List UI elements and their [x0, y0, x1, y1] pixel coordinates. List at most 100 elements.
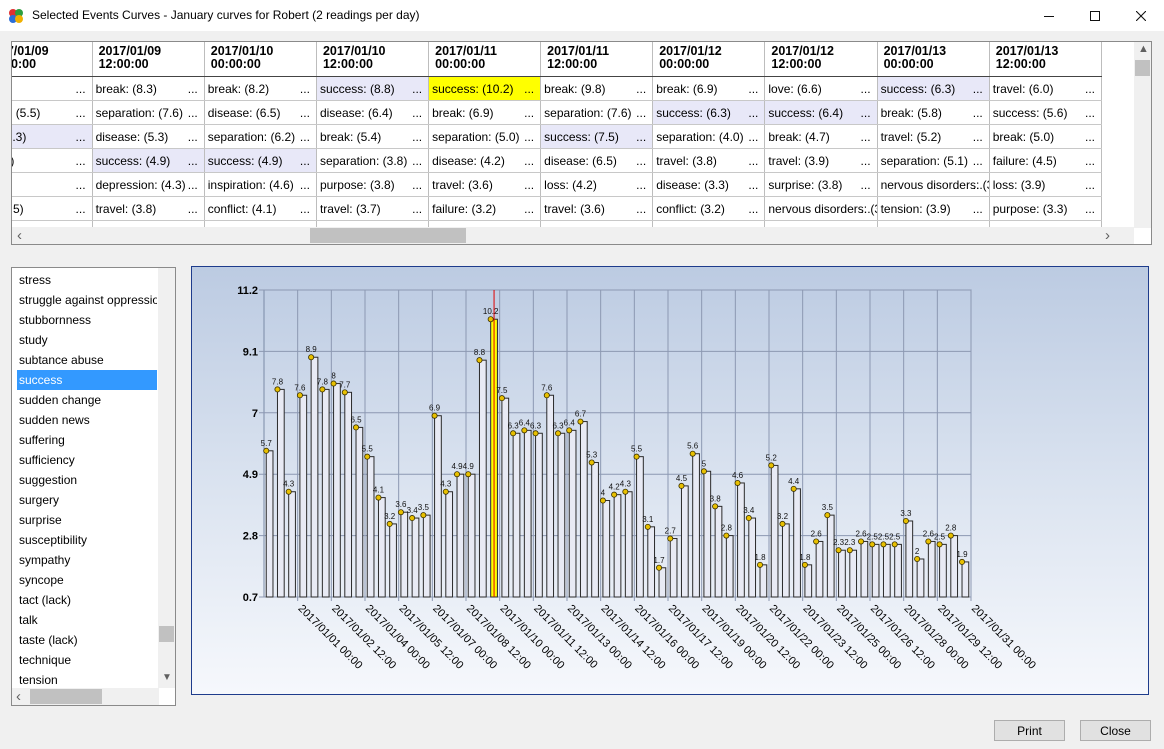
grid-cell[interactable]: separation: (4.0)... — [652, 124, 766, 149]
scroll-left-icon[interactable]: ‹ — [17, 227, 22, 244]
grid-cell[interactable]: break: (5.8)... — [877, 100, 990, 125]
list-horizontal-scrollbar[interactable]: ‹ — [12, 688, 159, 705]
grid-cell[interactable]: travel: (3.8)... — [92, 196, 205, 221]
cell-more-button[interactable]: ... — [412, 177, 423, 192]
cell-more-button[interactable]: ... — [299, 81, 310, 96]
cell-more-button[interactable]: ... — [412, 105, 423, 120]
cell-more-button[interactable]: ... — [972, 129, 983, 144]
cell-more-button[interactable]: ... — [524, 81, 535, 96]
cell-more-button[interactable]: ... — [1084, 201, 1095, 216]
grid-cell[interactable]: success: (6.4)... — [764, 100, 878, 125]
grid-horizontal-thumb[interactable] — [310, 228, 466, 243]
cell-more-button[interactable]: ... — [187, 81, 198, 96]
scroll-up-icon[interactable]: ▲ — [1138, 43, 1149, 55]
grid-cell[interactable]: tension: (3.9)... — [877, 196, 990, 221]
cell-more-button[interactable]: ... — [748, 105, 759, 120]
cell-more-button[interactable]: ... — [748, 81, 759, 96]
grid-cell[interactable] — [12, 220, 93, 228]
cell-more-button[interactable]: ... — [636, 177, 647, 192]
grid-cell[interactable]: break: (4.7)... — [764, 124, 878, 149]
grid-cell[interactable]: break: (5.4)... — [316, 124, 430, 149]
list-item[interactable]: talk — [19, 613, 38, 627]
cell-more-button[interactable]: ... — [299, 129, 310, 144]
close-window-button[interactable] — [1118, 0, 1164, 31]
list-horizontal-thumb[interactable] — [30, 689, 102, 704]
grid-cell[interactable] — [316, 220, 430, 228]
list-item[interactable]: syncope — [19, 573, 64, 587]
grid-cell[interactable]: conflict: (4.1)... — [204, 196, 317, 221]
cell-more-button[interactable]: ... — [972, 105, 983, 120]
cell-more-button[interactable]: ... — [299, 177, 310, 192]
cell-more-button[interactable]: ... — [75, 177, 86, 192]
cell-more-button[interactable]: ... — [860, 129, 871, 144]
cell-more-button[interactable]: ... — [748, 177, 759, 192]
grid-cell[interactable]: disease: (4.2)... — [428, 148, 542, 173]
cell-more-button[interactable]: ... — [412, 129, 423, 144]
cell-more-button[interactable]: ... — [524, 153, 535, 168]
cell-more-button[interactable]: ... — [412, 153, 423, 168]
list-item[interactable]: suffering — [19, 433, 65, 447]
cell-more-button[interactable]: ... — [524, 105, 535, 120]
column-header[interactable]: 2017/01/0900:00:00 — [12, 42, 93, 77]
grid-cell[interactable]: separation: (7.6)... — [540, 100, 654, 125]
cell-more-button[interactable]: ... — [524, 201, 535, 216]
column-header[interactable]: 2017/01/12 00:00:00 — [652, 42, 766, 77]
cell-more-button[interactable]: ... — [748, 201, 759, 216]
cell-more-button[interactable]: ... — [636, 201, 647, 216]
grid-cell[interactable]: separation: (3.8)... — [316, 148, 430, 173]
grid-cell[interactable]: disease: (6.4)... — [316, 100, 430, 125]
grid-cell[interactable]: travel: (3.7)... — [316, 196, 430, 221]
column-header[interactable]: 2017/01/13 12:00:00 — [989, 42, 1103, 77]
column-header[interactable]: 2017/01/11 12:00:00 — [540, 42, 654, 77]
grid-cell[interactable]: disease: (5.3)... — [92, 124, 205, 149]
grid-cell[interactable]: nervous disorders: (3.4)... — [764, 196, 878, 221]
grid-cell[interactable]: success: (4.9)... — [204, 148, 317, 173]
cell-more-button[interactable]: ... — [1084, 153, 1095, 168]
close-button[interactable]: Close — [1080, 720, 1151, 741]
cell-more-button[interactable]: ... — [299, 105, 310, 120]
maximize-button[interactable] — [1072, 0, 1118, 31]
grid-cell[interactable]: success: (6.3)... — [877, 76, 990, 101]
grid-cell[interactable]: break: (6.9)... — [652, 76, 766, 101]
cell-more-button[interactable]: ... — [75, 129, 86, 144]
grid-cell[interactable]: purpose: (3.8)... — [316, 172, 430, 197]
grid-cell[interactable]: break: (8.3)... — [92, 76, 205, 101]
scroll-down-icon[interactable]: ▼ — [162, 672, 172, 683]
list-vertical-thumb[interactable] — [159, 626, 174, 642]
grid-cell[interactable]: depression: (4.3)... — [92, 172, 205, 197]
print-button[interactable]: Print — [994, 720, 1065, 741]
column-header[interactable]: 2017/01/10 00:00:00 — [204, 42, 317, 77]
cell-more-button[interactable]: ... — [636, 105, 647, 120]
column-header[interactable]: 2017/01/09 12:00:00 — [92, 42, 205, 77]
cell-more-button[interactable]: ... — [636, 81, 647, 96]
grid-cell[interactable]: success: (5.6)... — [989, 100, 1103, 125]
grid-cell[interactable]: failure: (4.5)... — [989, 148, 1103, 173]
grid-cell[interactable]: separation: (7.6)... — [92, 100, 205, 125]
grid-cell[interactable]: conflict: (3.2)... — [652, 196, 766, 221]
minimize-button[interactable] — [1026, 0, 1072, 31]
cell-more-button[interactable]: ... — [748, 129, 759, 144]
grid-cell[interactable]: success: (10.2)... — [428, 76, 542, 101]
cell-more-button[interactable]: ... — [524, 177, 535, 192]
grid-cell[interactable]: travel: (3.6)... — [540, 196, 654, 221]
grid-cell[interactable]: separation: (6.2)... — [204, 124, 317, 149]
grid-cell[interactable]: loss: (3.9)... — [989, 172, 1103, 197]
list-item[interactable]: tact (lack) — [19, 593, 72, 607]
cell-more-button[interactable]: ... — [972, 81, 983, 96]
cell-more-button[interactable]: ... — [636, 129, 647, 144]
cell-more-button[interactable]: ... — [860, 81, 871, 96]
list-item[interactable]: technique — [19, 653, 72, 667]
cell-more-button[interactable]: ... — [860, 201, 871, 216]
list-item[interactable]: study — [19, 333, 48, 347]
grid-cell[interactable]: ss: (4.3)... — [12, 124, 93, 149]
list-item[interactable]: surprise — [19, 513, 62, 527]
list-item[interactable]: sufficiency — [19, 453, 75, 467]
grid-cell[interactable]: separation: (5.0)... — [428, 124, 542, 149]
grid-cell[interactable]: travel: (3.6)... — [428, 172, 542, 197]
grid-cell[interactable]: break: (8.2)... — [204, 76, 317, 101]
list-item[interactable]: struggle against oppression — [19, 293, 157, 307]
column-header[interactable]: 2017/01/13 00:00:00 — [877, 42, 990, 77]
grid-cell[interactable]: : (3.6)... — [12, 148, 93, 173]
grid-cell[interactable]: inspiration: (4.6)... — [204, 172, 317, 197]
cell-more-button[interactable]: ... — [75, 201, 86, 216]
